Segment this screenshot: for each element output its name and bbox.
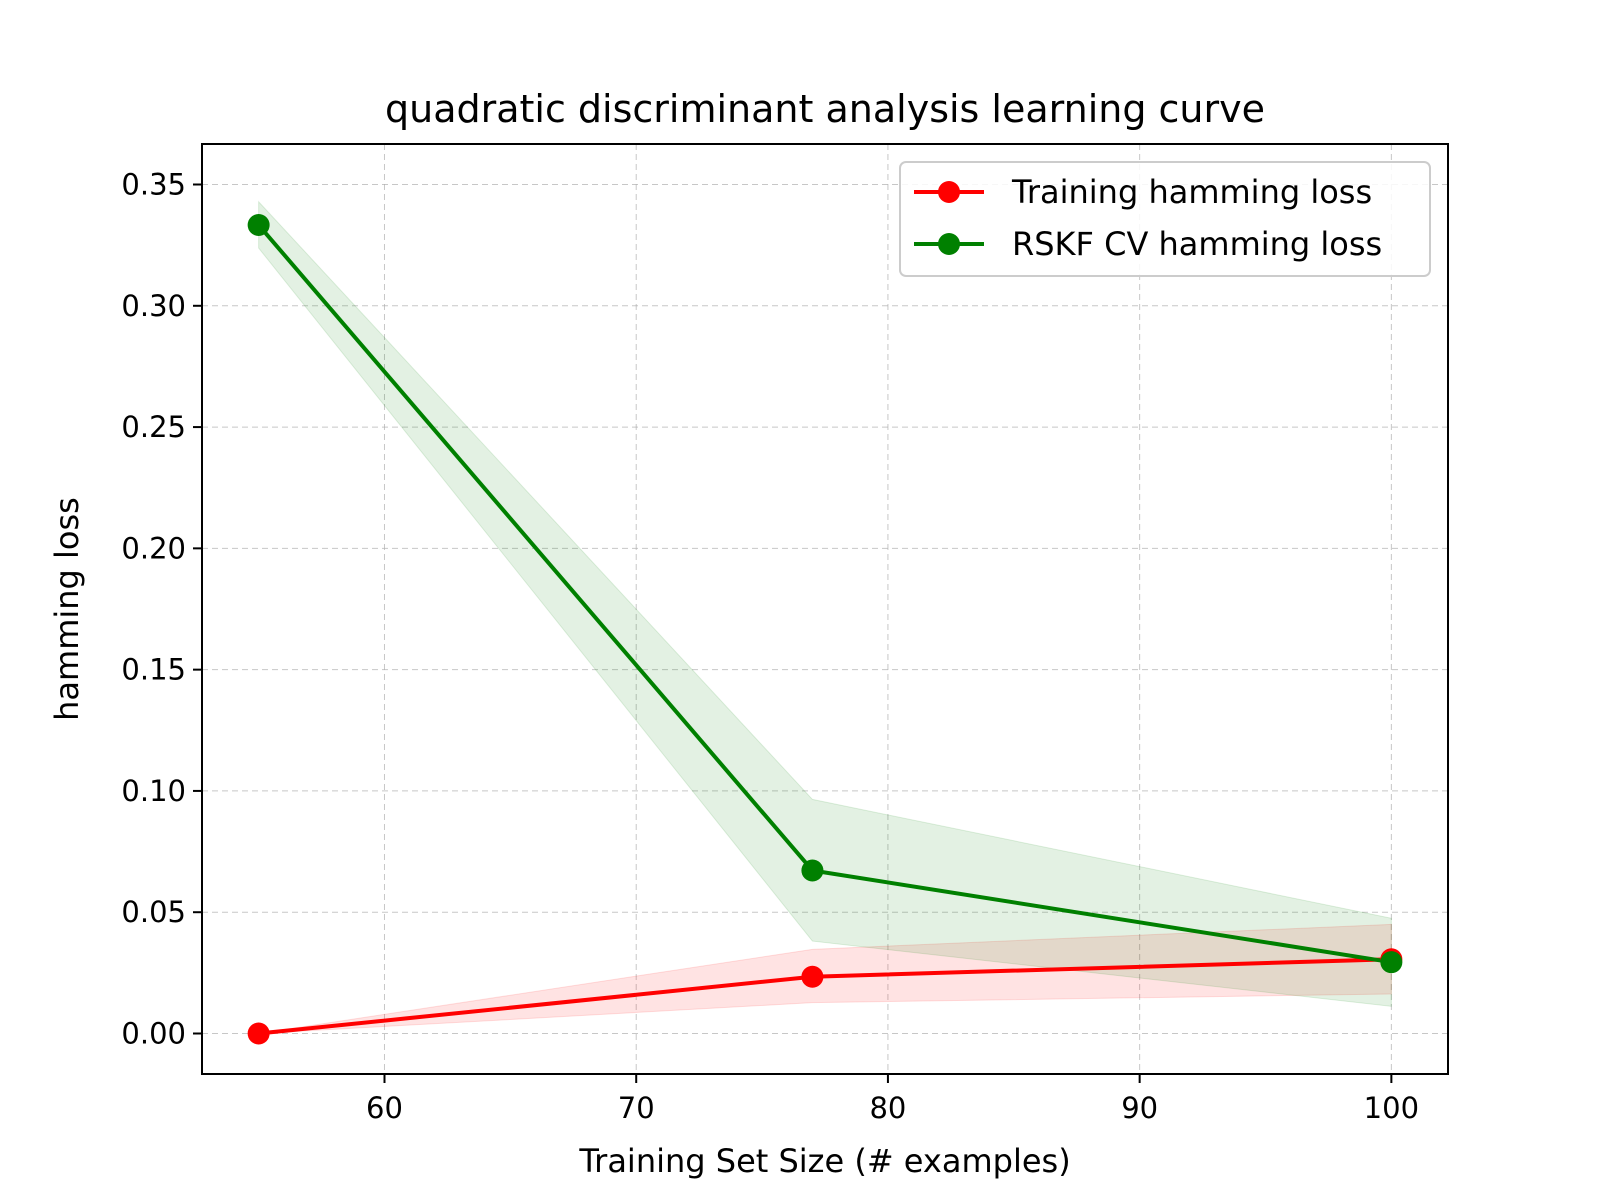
y-tick-label: 0.20: [121, 531, 186, 565]
legend: Training hamming loss RSKF CV hamming los…: [899, 161, 1431, 277]
grid: [202, 144, 1448, 1074]
legend-label: RSKF CV hamming loss: [1012, 225, 1382, 263]
y-axis-label: hamming loss: [48, 497, 86, 721]
series-markers: [247, 214, 1403, 1045]
y-tick-label: 0.15: [121, 653, 186, 687]
y-tick-label: 0.35: [121, 168, 186, 202]
x-axis-label: Training Set Size (# examples): [578, 1142, 1070, 1180]
legend-box: [899, 161, 1431, 277]
y-tick-label: 0.00: [121, 1016, 186, 1050]
x-tick-label: 90: [1121, 1091, 1158, 1125]
data-point: [247, 214, 270, 237]
chart-title: quadratic discriminant analysis learning…: [385, 87, 1265, 131]
data-point: [801, 859, 824, 882]
y-tick-label: 0.30: [121, 289, 186, 323]
x-tick-label: 80: [869, 1091, 906, 1125]
y-tick-label: 0.25: [121, 410, 186, 444]
y-tick-label: 0.05: [121, 895, 186, 929]
data-point: [247, 1022, 270, 1045]
x-tick-label: 60: [366, 1091, 403, 1125]
x-tick-label: 100: [1364, 1091, 1419, 1125]
x-tick-label: 70: [618, 1091, 655, 1125]
y-tick-label: 0.10: [121, 774, 186, 808]
axis-ticks: 60 70 80 90 100 0.00 0.05 0.10 0.15 0.20 0.25 0.30 0…: [121, 168, 1419, 1125]
legend-label: Training hamming loss: [1011, 173, 1372, 211]
data-point: [1380, 951, 1403, 974]
data-point: [801, 965, 824, 988]
confidence-band-2: [258, 200, 1392, 1007]
legend-marker: [938, 233, 960, 255]
legend-marker: [938, 181, 960, 203]
plot-frame: [201, 143, 1449, 1075]
